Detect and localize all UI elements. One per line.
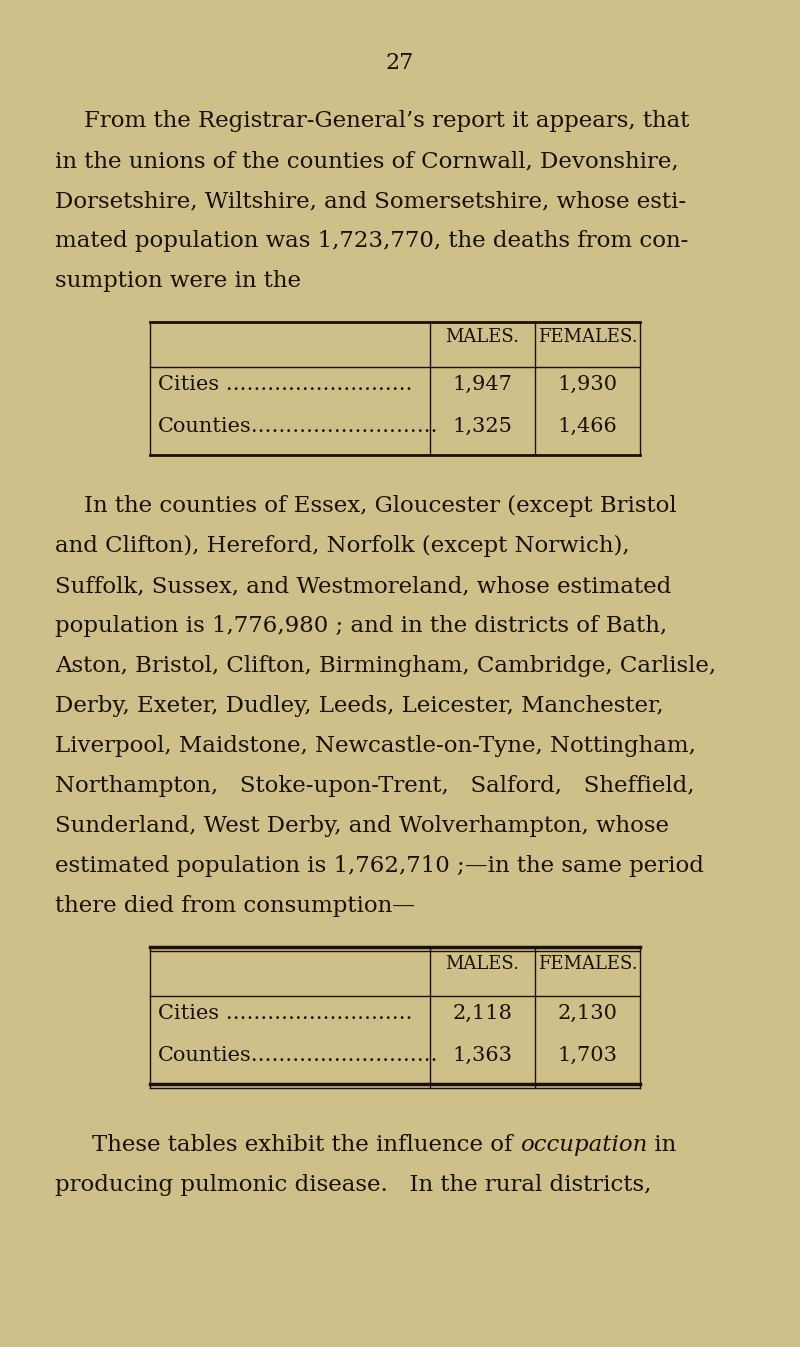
Text: FEMALES.: FEMALES. xyxy=(538,955,638,973)
Text: Aston, Bristol, Clifton, Birmingham, Cambridge, Carlisle,: Aston, Bristol, Clifton, Birmingham, Cam… xyxy=(55,655,716,678)
Text: 1,703: 1,703 xyxy=(558,1047,618,1065)
Text: These tables exhibit the influence of: These tables exhibit the influence of xyxy=(92,1134,519,1156)
Text: Cities ………………………: Cities ……………………… xyxy=(158,1004,413,1022)
Text: 1,947: 1,947 xyxy=(453,374,513,395)
Text: 1,930: 1,930 xyxy=(558,374,618,395)
Text: 1,466: 1,466 xyxy=(558,418,618,436)
Text: Liverpool, Maidstone, Newcastle-on-Tyne, Nottingham,: Liverpool, Maidstone, Newcastle-on-Tyne,… xyxy=(55,735,696,757)
Text: 2,118: 2,118 xyxy=(453,1004,513,1022)
Text: in: in xyxy=(647,1134,676,1156)
Text: in the unions of the counties of Cornwall, Devonshire,: in the unions of the counties of Cornwal… xyxy=(55,150,678,172)
Text: Suffolk, Sussex, and Westmoreland, whose estimated: Suffolk, Sussex, and Westmoreland, whose… xyxy=(55,575,671,597)
Text: Cities ………………………: Cities ……………………… xyxy=(158,374,413,395)
Text: Counties………………………: Counties……………………… xyxy=(158,418,438,436)
Text: there died from consumption—: there died from consumption— xyxy=(55,894,415,917)
Text: MALES.: MALES. xyxy=(446,329,519,346)
Text: occupation: occupation xyxy=(519,1134,647,1156)
Text: Counties………………………: Counties……………………… xyxy=(158,1047,438,1065)
Text: Derby, Exeter, Dudley, Leeds, Leicester, Manchester,: Derby, Exeter, Dudley, Leeds, Leicester,… xyxy=(55,695,664,717)
Text: 1,363: 1,363 xyxy=(453,1047,513,1065)
Text: estimated population is 1,762,710 ;—in the same period: estimated population is 1,762,710 ;—in t… xyxy=(55,855,704,877)
Text: mated population was 1,723,770, the deaths from con-: mated population was 1,723,770, the deat… xyxy=(55,230,688,252)
Text: From the Registrar-General’s report it appears, that: From the Registrar-General’s report it a… xyxy=(55,110,690,132)
Text: and Clifton), Hereford, Norfolk (except Norwich),: and Clifton), Hereford, Norfolk (except … xyxy=(55,535,630,558)
Text: 1,325: 1,325 xyxy=(453,418,513,436)
Text: Northampton,   Stoke-upon-Trent,   Salford,   Sheffield,: Northampton, Stoke-upon-Trent, Salford, … xyxy=(55,775,694,797)
Text: In the counties of Essex, Gloucester (except Bristol: In the counties of Essex, Gloucester (ex… xyxy=(55,494,677,517)
Text: sumption were in the: sumption were in the xyxy=(55,269,301,292)
Text: 2,130: 2,130 xyxy=(558,1004,618,1022)
Text: Sunderland, West Derby, and Wolverhampton, whose: Sunderland, West Derby, and Wolverhampto… xyxy=(55,815,669,836)
Text: population is 1,776,980 ; and in the districts of Bath,: population is 1,776,980 ; and in the dis… xyxy=(55,616,667,637)
Text: 27: 27 xyxy=(386,53,414,74)
Text: FEMALES.: FEMALES. xyxy=(538,329,638,346)
Text: Dorsetshire, Wiltshire, and Somersetshire, whose esti-: Dorsetshire, Wiltshire, and Somersetshir… xyxy=(55,190,686,211)
Text: MALES.: MALES. xyxy=(446,955,519,973)
Text: producing pulmonic disease.   In the rural districts,: producing pulmonic disease. In the rural… xyxy=(55,1175,651,1196)
